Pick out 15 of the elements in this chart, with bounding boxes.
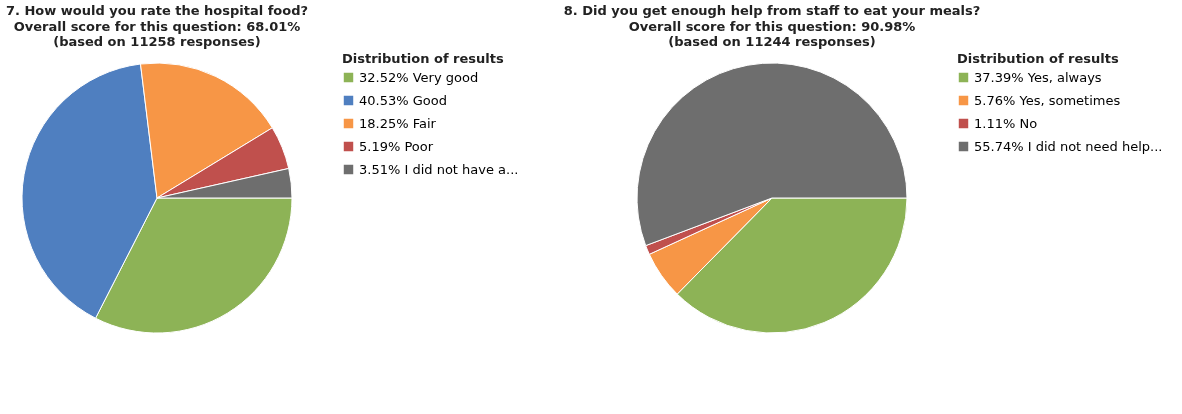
legend-label: 5.76% Yes, sometimes <box>974 92 1121 108</box>
legend-label: 32.52% Very good <box>359 69 479 85</box>
legend-label: 1.11% No <box>974 115 1038 131</box>
chart-title: 8. Did you get enough help from staff to eat your meals? <box>563 3 981 18</box>
legend-title: Distribution of results <box>342 51 505 66</box>
legend-label: 18.25% Fair <box>359 115 437 131</box>
chart-title: 7. How would you rate the hospital food? <box>5 3 309 18</box>
chart-subtitle: Overall score for this question: 90.98% (based on 11244 responses) <box>628 19 916 49</box>
chart-subtitle: Overall score for this question: 68.01% (based on 11258 responses) <box>13 19 301 49</box>
legend-label: 5.19% Poor <box>359 138 434 154</box>
legend-label: 3.51% I did not have a... <box>359 161 519 177</box>
legend-label: 55.74% I did not need help... <box>974 138 1163 154</box>
legend-title: Distribution of results <box>957 51 1120 66</box>
legend-label: 40.53% Good <box>359 92 447 108</box>
legend-label: 37.39% Yes, always <box>974 69 1102 85</box>
